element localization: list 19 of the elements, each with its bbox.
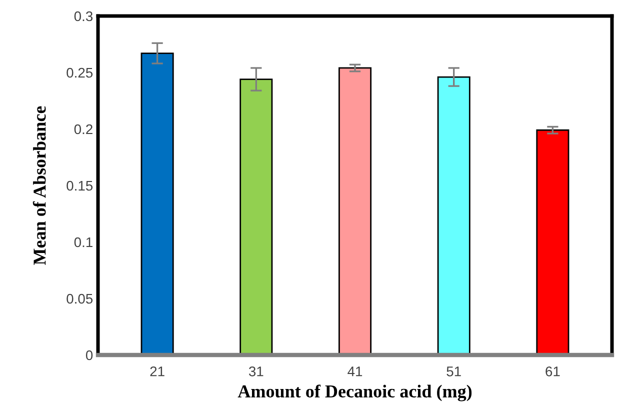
y-tick-label: 0.1 [74, 237, 92, 248]
y-axis-title: Mean of Absorbance [32, 106, 46, 265]
x-tick-label: 31 [248, 366, 264, 376]
bar [240, 78, 273, 355]
bar [140, 52, 174, 355]
x-tick-label: 51 [446, 366, 461, 376]
x-tick-label: 21 [150, 366, 164, 376]
x-tick-label: 41 [348, 366, 362, 376]
bar [338, 67, 372, 355]
y-tick-label: 0 [86, 350, 93, 360]
y-tick-label: 0.05 [66, 294, 93, 304]
x-tick-label: 61 [546, 366, 560, 376]
y-tick-label: 0.15 [66, 180, 93, 191]
y-tick-label: 0.2 [74, 124, 92, 134]
bar [437, 76, 470, 355]
y-tick-label: 0.25 [66, 68, 93, 78]
bar [536, 129, 570, 355]
y-tick-label: 0.3 [74, 11, 93, 22]
x-axis-title: Amount of Decanoic acid (mg) [238, 384, 472, 402]
